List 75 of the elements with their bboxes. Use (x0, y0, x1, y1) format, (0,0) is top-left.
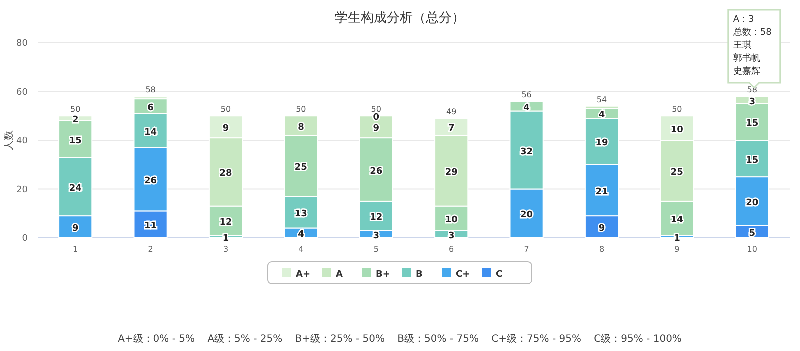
annotation: 郭书帆 (733, 53, 760, 64)
data-label: 25 (294, 163, 308, 174)
text: A+级：0% - 5% A级：5% - 25% B+级：25% - 50% B级：50% - 75% C+级：75% - 95% C级：95% - 100% (118, 333, 682, 345)
x-tick-label: 6 (449, 245, 454, 254)
total-label: 50 (70, 105, 81, 114)
data-label: 3 (749, 97, 756, 108)
data-label: 12 (370, 213, 383, 224)
data-label: 14 (670, 216, 684, 226)
x-tick-label: 5 (374, 245, 379, 254)
chart-title: 学生构成分析（总分） (335, 11, 465, 26)
data-label: 28 (220, 169, 232, 180)
x-tick-label: 3 (223, 245, 229, 254)
data-label: 19 (596, 138, 608, 149)
data-label: 21 (596, 187, 608, 198)
data-label: 4 (524, 103, 530, 114)
legend-label: B+ (376, 270, 390, 280)
data-label: 15 (746, 156, 759, 166)
x-tick-label: 7 (524, 245, 530, 254)
x-tick-label: 10 (747, 245, 758, 254)
legend-label: A (336, 270, 343, 280)
x-tick-label: 8 (599, 245, 605, 254)
total-label: 58 (146, 86, 156, 95)
data-label: 4 (598, 110, 606, 121)
total-label: 50 (371, 105, 382, 114)
total-label: 49 (446, 108, 457, 117)
data-label: 11 (144, 222, 158, 232)
data-label: 20 (520, 210, 534, 221)
x-tick-label: 9 (674, 245, 680, 254)
x-tick-label: 2 (148, 245, 154, 254)
data-label: 9 (373, 124, 380, 134)
data-label: 2 (72, 116, 79, 126)
text: A：3 (733, 15, 754, 25)
data-label: 29 (445, 168, 458, 178)
y-tick-label: 60 (16, 88, 28, 98)
total-label: 56 (522, 90, 532, 100)
text: 总数：58 (732, 27, 772, 38)
data-label: 9 (598, 224, 606, 234)
x-tick-label: 1 (73, 245, 78, 254)
data-label: 5 (749, 228, 756, 239)
data-label: 20 (746, 198, 759, 208)
data-label: 9 (72, 224, 79, 234)
annotation: 史嘉辉 (733, 66, 760, 77)
data-label: 8 (298, 122, 304, 133)
total-label: 50 (296, 105, 306, 114)
data-label: 0 (373, 113, 380, 124)
data-label: 26 (144, 176, 158, 186)
data-label: 14 (144, 128, 158, 138)
data-label: 13 (294, 209, 308, 220)
legend-label: B (416, 270, 423, 280)
legend-label: C+ (456, 270, 470, 280)
y-tick-label: 40 (16, 136, 28, 146)
data-label: 15 (69, 136, 82, 146)
data-label: 32 (520, 147, 534, 158)
y-tick-label: 0 (22, 234, 28, 244)
x-tick-label: 4 (298, 245, 304, 254)
y-tick-label: 20 (16, 185, 28, 196)
total-label: 54 (596, 95, 608, 104)
total-label: 50 (220, 105, 232, 114)
annotation: 王琪 (733, 40, 752, 51)
data-label: 26 (370, 166, 383, 177)
total-label: 50 (672, 105, 682, 114)
y-axis-title: 人数 (4, 130, 15, 150)
data-label: 9 (222, 124, 230, 134)
data-label: 24 (69, 184, 82, 194)
data-label: 7 (448, 124, 455, 134)
data-label: 4 (298, 230, 304, 240)
y-tick-label: 80 (16, 39, 28, 49)
data-label: 25 (670, 168, 684, 178)
data-label: 10 (445, 216, 458, 226)
data-label: 6 (148, 103, 154, 114)
legend-label: C (496, 270, 503, 280)
data-label: 15 (746, 119, 759, 130)
legend-label: A+ (296, 270, 311, 280)
data-label: 12 (220, 218, 232, 228)
data-label: 10 (670, 125, 684, 136)
